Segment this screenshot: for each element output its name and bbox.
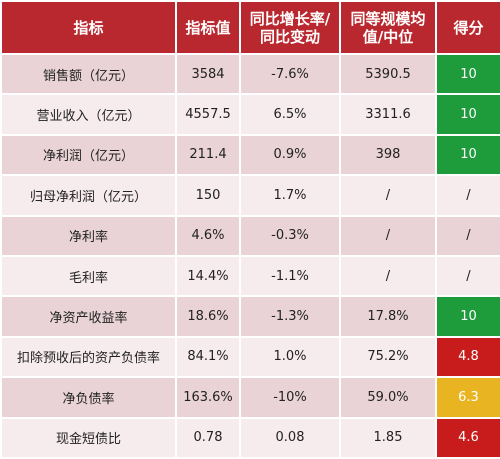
indicator-value-cell: 14.4% (175, 254, 241, 298)
table-row: 扣除预收后的资产负债率 84.1% 1.0% 75.2% 4.8 (0, 335, 500, 379)
table-row: 净利润（亿元） 211.4 0.9% 398 10 (0, 133, 500, 177)
score-cell: / (435, 214, 500, 257)
table-body: 销售额（亿元） 3584 -7.6% 5390.5 10 营业收入（亿元） 4557.5 6.… (0, 52, 500, 459)
header-indicator: 指标 (0, 0, 177, 55)
yoy-change-cell: -10% (239, 376, 341, 419)
score-cell: 10 (435, 93, 500, 136)
peer-average-cell: 17.8% (339, 295, 437, 338)
indicator-name-cell: 销售额（亿元） (0, 52, 177, 96)
score-cell: 10 (435, 52, 500, 96)
table-row: 现金短债比 0.78 0.08 1.85 4.6 (0, 416, 500, 459)
indicator-name-cell: 归母净利润（亿元） (0, 174, 177, 217)
table-row: 营业收入（亿元） 4557.5 6.5% 3311.6 10 (0, 93, 500, 136)
indicator-name-cell: 现金短债比 (0, 416, 177, 459)
header-peer: 同等规模均值/中位 (339, 0, 437, 55)
peer-average-cell: 5390.5 (339, 52, 437, 96)
table-row: 净资产收益率 18.6% -1.3% 17.8% 10 (0, 295, 500, 338)
yoy-change-cell: -1.3% (239, 295, 341, 338)
yoy-change-cell: -1.1% (239, 254, 341, 298)
table-row: 销售额（亿元） 3584 -7.6% 5390.5 10 (0, 52, 500, 96)
yoy-change-cell: 0.9% (239, 133, 341, 177)
yoy-change-cell: -0.3% (239, 214, 341, 257)
header-yoy: 同比增长率/同比变动 (239, 0, 341, 55)
indicator-value-cell: 163.6% (175, 376, 241, 419)
table-header: 指标 指标值 同比增长率/同比变动 同等规模均值/中位 得分 (0, 0, 500, 55)
yoy-change-cell: 1.0% (239, 335, 341, 379)
peer-average-cell: 1.85 (339, 416, 437, 459)
score-cell: / (435, 254, 500, 298)
score-cell: 4.8 (435, 335, 500, 379)
header-value: 指标值 (175, 0, 241, 55)
table-row: 毛利率 14.4% -1.1% / / (0, 254, 500, 298)
indicator-name-cell: 毛利率 (0, 254, 177, 298)
indicator-value-cell: 84.1% (175, 335, 241, 379)
indicator-value-cell: 4557.5 (175, 93, 241, 136)
peer-average-cell: / (339, 214, 437, 257)
yoy-change-cell: 6.5% (239, 93, 341, 136)
indicator-name-cell: 净利率 (0, 214, 177, 257)
score-cell: 4.6 (435, 416, 500, 459)
peer-average-cell: 75.2% (339, 335, 437, 379)
peer-average-cell: 59.0% (339, 376, 437, 419)
indicator-value-cell: 4.6% (175, 214, 241, 257)
yoy-change-cell: -7.6% (239, 52, 341, 96)
indicator-name-cell: 扣除预收后的资产负债率 (0, 335, 177, 379)
indicator-value-cell: 18.6% (175, 295, 241, 338)
indicator-name-cell: 净负债率 (0, 376, 177, 419)
yoy-change-cell: 0.08 (239, 416, 341, 459)
indicator-name-cell: 营业收入（亿元） (0, 93, 177, 136)
table-row: 归母净利润（亿元） 150 1.7% / / (0, 174, 500, 217)
indicator-name-cell: 净利润（亿元） (0, 133, 177, 177)
peer-average-cell: / (339, 174, 437, 217)
indicator-value-cell: 3584 (175, 52, 241, 96)
indicator-value-cell: 211.4 (175, 133, 241, 177)
peer-average-cell: 3311.6 (339, 93, 437, 136)
indicator-value-cell: 0.78 (175, 416, 241, 459)
score-cell: 10 (435, 133, 500, 177)
yoy-change-cell: 1.7% (239, 174, 341, 217)
table-row: 净负债率 163.6% -10% 59.0% 6.3 (0, 376, 500, 419)
score-cell: 6.3 (435, 376, 500, 419)
indicator-name-cell: 净资产收益率 (0, 295, 177, 338)
header-score: 得分 (435, 0, 500, 55)
peer-average-cell: 398 (339, 133, 437, 177)
score-cell: 10 (435, 295, 500, 338)
table-row: 净利率 4.6% -0.3% / / (0, 214, 500, 257)
indicator-value-cell: 150 (175, 174, 241, 217)
peer-average-cell: / (339, 254, 437, 298)
header-row: 指标 指标值 同比增长率/同比变动 同等规模均值/中位 得分 (0, 0, 500, 55)
score-cell: / (435, 174, 500, 217)
